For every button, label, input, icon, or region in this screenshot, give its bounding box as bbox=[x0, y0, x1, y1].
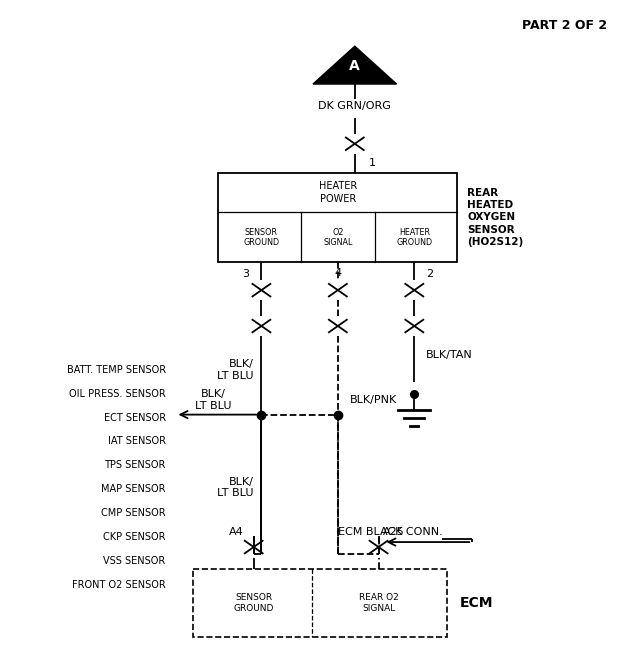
Text: BLK/
LT BLU: BLK/ LT BLU bbox=[217, 476, 253, 498]
Text: A: A bbox=[349, 59, 360, 73]
Text: 4: 4 bbox=[334, 268, 341, 278]
Text: 3: 3 bbox=[242, 269, 250, 280]
Text: VSS SENSOR: VSS SENSOR bbox=[103, 556, 166, 566]
Text: OIL PRESS. SENSOR: OIL PRESS. SENSOR bbox=[69, 389, 166, 398]
Text: REAR O2
SIGNAL: REAR O2 SIGNAL bbox=[358, 593, 399, 612]
Text: CKP SENSOR: CKP SENSOR bbox=[103, 532, 166, 542]
Text: PART 2 OF 2: PART 2 OF 2 bbox=[522, 20, 607, 32]
Text: FRONT O2 SENSOR: FRONT O2 SENSOR bbox=[72, 580, 166, 590]
Bar bbox=[193, 569, 447, 636]
Text: TPS SENSOR: TPS SENSOR bbox=[104, 460, 166, 471]
Text: SENSOR
GROUND: SENSOR GROUND bbox=[243, 227, 279, 247]
Text: BLK/
LT BLU: BLK/ LT BLU bbox=[195, 389, 232, 411]
Text: HEATER
POWER: HEATER POWER bbox=[319, 181, 357, 203]
Text: DK GRN/ORG: DK GRN/ORG bbox=[318, 101, 391, 111]
Text: BLK/PNK: BLK/PNK bbox=[350, 395, 397, 405]
Text: CMP SENSOR: CMP SENSOR bbox=[101, 508, 166, 518]
Text: REAR
HEATED
OXYGEN
SENSOR
(HO2S12): REAR HEATED OXYGEN SENSOR (HO2S12) bbox=[467, 188, 523, 247]
Text: BLK/
LT BLU: BLK/ LT BLU bbox=[217, 359, 253, 381]
Text: IAT SENSOR: IAT SENSOR bbox=[108, 437, 166, 447]
Text: ECM BLACK CONN.: ECM BLACK CONN. bbox=[337, 527, 442, 537]
Text: MAP SENSOR: MAP SENSOR bbox=[101, 484, 166, 494]
Text: A4: A4 bbox=[229, 527, 243, 537]
Text: O2
SIGNAL: O2 SIGNAL bbox=[323, 227, 352, 247]
Text: troubleshootmyvehicle.c: troubleshootmyvehicle.c bbox=[227, 216, 391, 229]
Text: 2: 2 bbox=[426, 269, 433, 280]
Text: 1: 1 bbox=[369, 158, 376, 168]
Text: BATT. TEMP SENSOR: BATT. TEMP SENSOR bbox=[67, 365, 166, 375]
Polygon shape bbox=[313, 46, 397, 84]
Bar bbox=[218, 173, 457, 262]
Text: ECT SENSOR: ECT SENSOR bbox=[104, 413, 166, 422]
Text: ECM: ECM bbox=[459, 596, 493, 610]
Text: A25: A25 bbox=[383, 527, 404, 537]
Text: HEATER
GROUND: HEATER GROUND bbox=[396, 227, 433, 247]
Text: BLK/TAN: BLK/TAN bbox=[426, 350, 473, 360]
Text: SENSOR
GROUND: SENSOR GROUND bbox=[234, 593, 274, 612]
